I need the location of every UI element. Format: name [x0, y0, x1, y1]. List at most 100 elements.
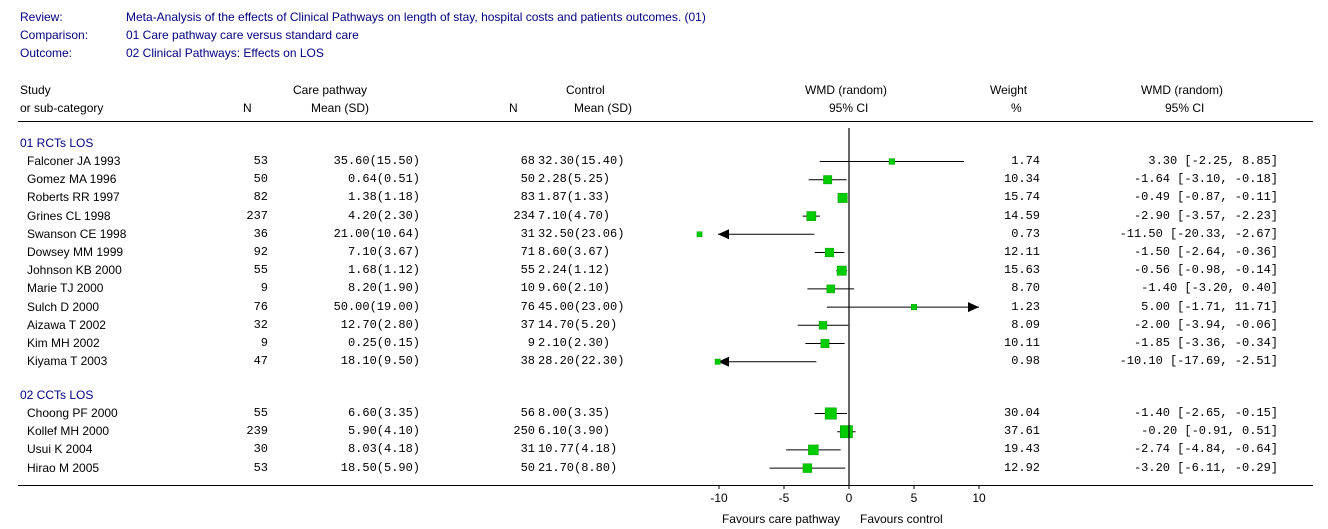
study-name: Hirao M 2005 [27, 460, 100, 475]
care-n: 30 [253, 442, 268, 457]
wmd-ci-value: -2.00 [-3.94, -0.06] [1133, 317, 1278, 332]
header-ci-plot: 95% CI [829, 101, 869, 115]
favours-right-label: Favours control [860, 512, 943, 526]
study-name: Kiyama T 2003 [27, 354, 108, 369]
weight-value: 8.09 [1011, 317, 1040, 332]
weight-value: 10.34 [1003, 172, 1040, 187]
weight-value: 0.73 [1011, 226, 1040, 241]
x-tick-label: -5 [779, 491, 790, 505]
point-estimate [888, 158, 896, 165]
care-mean-sd: 6.60(3.35) [347, 406, 420, 420]
care-mean-sd: 0.25(0.15) [347, 336, 420, 350]
care-n: 47 [253, 354, 268, 369]
wmd-ci-value: -1.40 [-2.65, -0.15] [1133, 406, 1278, 420]
care-n: 50 [253, 172, 268, 187]
point-estimate [808, 444, 819, 456]
care-mean-sd: 18.10(9.50) [340, 354, 420, 369]
wmd-ci-value: -0.20 [-0.91, 0.51] [1141, 424, 1278, 439]
weight-value: 15.74 [1003, 190, 1040, 205]
point-estimate [911, 304, 917, 311]
header-wmd-value: WMD (random) [1141, 83, 1224, 97]
weight-value: 0.98 [1011, 354, 1040, 369]
care-n: 9 [260, 336, 268, 350]
control-mean-sd: 28.20(22.30) [538, 354, 625, 369]
study-name: Gomez MA 1996 [27, 172, 117, 187]
point-estimate [824, 407, 837, 420]
header-care-mean-sd: Mean (SD) [311, 101, 370, 115]
point-estimate [802, 463, 813, 473]
control-n: 71 [520, 245, 535, 259]
ci-arrow-left [718, 356, 729, 367]
control-mean-sd: 2.24(1.12) [538, 263, 611, 278]
control-n: 250 [513, 424, 535, 439]
study-name: Aizawa T 2002 [27, 317, 106, 332]
control-n: 55 [520, 263, 535, 278]
care-mean-sd: 35.60(15.50) [333, 154, 420, 168]
wmd-ci-value: -0.49 [-0.87, -0.11] [1133, 190, 1278, 205]
control-mean-sd: 10.77(4.18) [538, 442, 618, 457]
wmd-ci-value: -2.74 [-4.84, -0.64] [1133, 442, 1278, 457]
weight-value: 8.70 [1011, 281, 1040, 296]
control-n: 50 [520, 460, 535, 475]
comparison-label: Comparison: [20, 28, 89, 42]
control-mean-sd: 14.70(5.20) [538, 317, 618, 332]
wmd-ci-value: -1.40 [-3.20, 0.40] [1141, 281, 1278, 296]
weight-value: 14.59 [1003, 208, 1040, 223]
header-rule [18, 121, 1313, 122]
ci-arrow-left [718, 229, 729, 240]
care-mean-sd: 8.03(4.18) [347, 442, 420, 457]
control-mean-sd: 8.00(3.35) [538, 406, 611, 420]
care-n: 32 [253, 317, 268, 332]
care-mean-sd: 5.90(4.10) [347, 424, 420, 439]
study-name: Usui K 2004 [27, 442, 93, 457]
care-n: 237 [246, 208, 268, 223]
control-n: 68 [520, 154, 535, 168]
point-estimate [806, 211, 817, 221]
x-tick-label: 0 [846, 491, 853, 505]
header-ci-value: 95% CI [1165, 101, 1205, 115]
header-n-care: N [243, 101, 252, 115]
care-mean-sd: 0.64(0.51) [347, 172, 420, 187]
ci-arrow-right [968, 302, 979, 313]
care-n: 55 [253, 406, 268, 420]
wmd-ci-value: -10.10 [-17.69, -2.51] [1119, 354, 1278, 369]
header-control: Control [566, 83, 605, 97]
x-tick-label: 5 [911, 491, 918, 505]
control-n: 56 [520, 406, 535, 420]
header-weight-pct: % [1011, 101, 1022, 115]
study-name: Grines CL 1998 [27, 208, 111, 223]
control-n: 37 [520, 317, 535, 332]
footer-rule [18, 485, 1313, 486]
header-study: Study [20, 83, 51, 97]
point-estimate [823, 175, 833, 185]
control-mean-sd: 2.28(5.25) [538, 172, 611, 187]
weight-value: 12.11 [1003, 245, 1040, 259]
wmd-ci-value: -11.50 [-20.33, -2.67] [1119, 226, 1278, 241]
control-n: 10 [520, 281, 535, 296]
outcome-text: 02 Clinical Pathways: Effects on LOS [126, 46, 324, 60]
wmd-ci-value: -0.56 [-0.98, -0.14] [1133, 263, 1278, 278]
review-label: Review: [20, 10, 63, 24]
control-n: 38 [520, 354, 535, 369]
wmd-ci-value: 5.00 [-1.71, 11.71] [1141, 299, 1278, 314]
wmd-ci-value: -1.50 [-2.64, -0.36] [1133, 245, 1278, 259]
point-estimate [824, 247, 835, 258]
x-tick-label: -10 [710, 491, 728, 505]
control-mean-sd: 6.10(3.90) [538, 424, 611, 439]
wmd-ci-value: -2.90 [-3.57, -2.23] [1133, 208, 1278, 223]
study-name: Choong PF 2000 [27, 406, 118, 420]
study-name: Dowsey MM 1999 [27, 245, 124, 259]
review-text: Meta-Analysis of the effects of Clinical… [126, 10, 706, 24]
care-n: 9 [260, 281, 268, 296]
group-label: 01 RCTs LOS [20, 136, 94, 150]
favours-left-label: Favours care pathway [722, 512, 840, 526]
care-n: 36 [253, 226, 268, 241]
comparison-text: 01 Care pathway care versus standard car… [126, 28, 359, 42]
header-care-pathway: Care pathway [293, 83, 368, 97]
control-mean-sd: 9.60(2.10) [538, 281, 611, 296]
study-name: Kollef MH 2000 [27, 424, 110, 439]
study-name: Kim MH 2002 [27, 336, 100, 350]
control-mean-sd: 1.87(1.33) [538, 190, 611, 205]
control-mean-sd: 32.50(23.06) [538, 226, 625, 241]
